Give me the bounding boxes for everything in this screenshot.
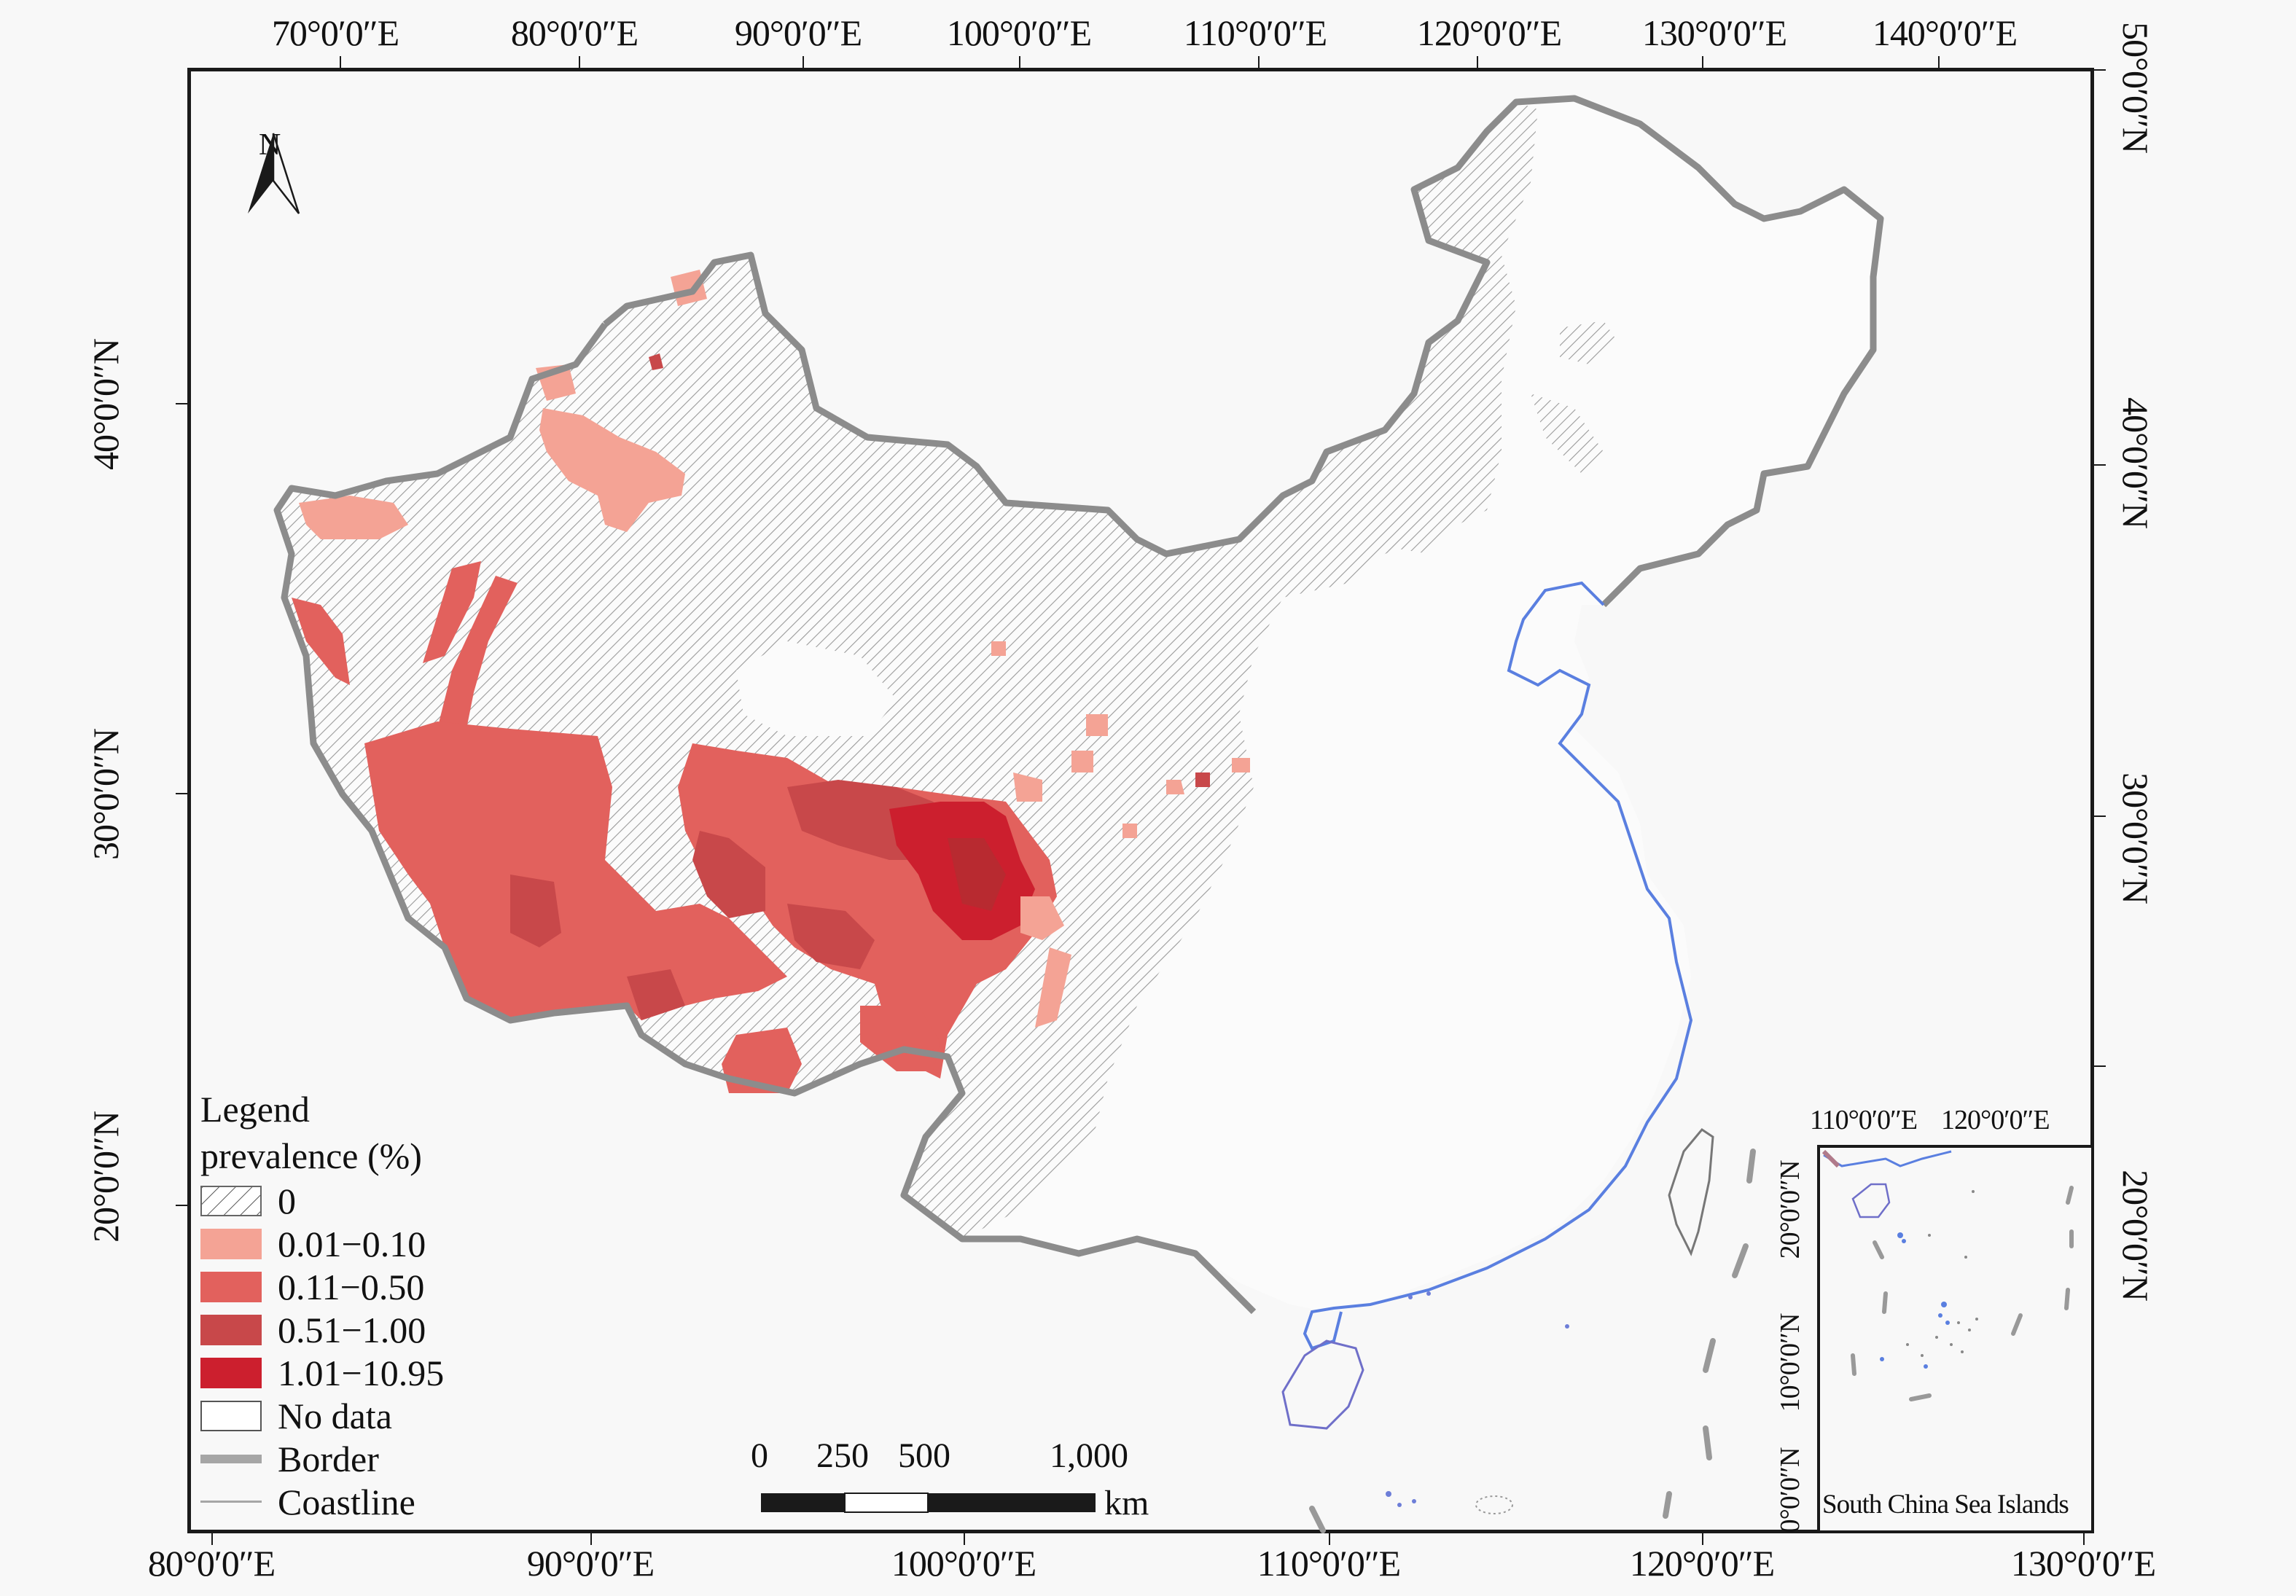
swatch-icon <box>200 1228 262 1259</box>
legend-subtitle: prevalence (%) <box>200 1135 422 1176</box>
tick-label: 100°0′0″E <box>946 12 1092 53</box>
tick-label: 90°0′0″E <box>734 12 862 53</box>
tick-label: 120°0′0″E <box>1629 1543 1775 1584</box>
legend-item-highest: 1.01−10.95 <box>200 1351 444 1394</box>
legend-title: Legend <box>200 1089 310 1130</box>
legend-item-no-data: No data <box>200 1394 444 1437</box>
legend-item-zero: 0 <box>200 1179 444 1222</box>
north-arrow-icon <box>248 133 300 214</box>
tick-label: 40°0′0″N <box>2115 397 2156 528</box>
hatch-swatch-icon <box>200 1185 262 1216</box>
tick-label: 40°0′0″N <box>85 339 126 470</box>
legend-item-low: 0.01−0.10 <box>200 1222 444 1265</box>
scale-unit: km <box>1104 1484 1149 1522</box>
tick-label: 70°0′0″E <box>271 12 399 53</box>
tick-label: 110°0′0″E <box>1183 12 1327 53</box>
tick-label: 130°0′0″E <box>2010 1543 2156 1584</box>
border-line-icon <box>200 1454 262 1463</box>
tick-label: 120°0′0″E <box>1416 12 1562 53</box>
legend-item-coastline: Coastline <box>200 1480 444 1523</box>
national-border <box>273 95 1884 1315</box>
tick-label: 20°0′0″N <box>2115 1170 2156 1301</box>
tick-label: 80°0′0″E <box>510 12 639 53</box>
taiwan-island <box>1668 1128 1714 1256</box>
tick-label: 140°0′0″E <box>1872 12 2018 53</box>
china-landmass <box>277 98 1881 1312</box>
coastline <box>1303 581 1693 1350</box>
tick-label: 20°0′0″N <box>85 1111 126 1243</box>
tick-label: 80°0′0″E <box>147 1543 276 1584</box>
sea-islands <box>1386 1291 1569 1507</box>
hainan-island <box>1281 1339 1364 1430</box>
legend: Legend prevalence (%) 0 0.01−0.10 0.11−0… <box>200 1086 444 1523</box>
tick-label: 30°0′0″N <box>2115 772 2156 904</box>
inset-frame <box>1817 1145 2094 1533</box>
tick-label: 130°0′0″E <box>1641 12 1787 53</box>
swatch-icon <box>200 1400 262 1431</box>
tick-label: 50°0′0″N <box>2115 22 2156 153</box>
swatch-icon <box>200 1314 262 1345</box>
legend-item-mid: 0.11−0.50 <box>200 1265 444 1308</box>
inset-title: South China Sea Islands <box>1822 1490 2069 1519</box>
tick-label: 100°0′0″E <box>891 1543 1036 1584</box>
inset-canvas <box>1821 1149 2074 1401</box>
prevalence-regions <box>292 270 1250 1093</box>
swatch-icon <box>200 1271 262 1302</box>
coastline-line-icon <box>200 1501 262 1503</box>
tick-label: 90°0′0″E <box>526 1543 655 1584</box>
scale-bar-graphic <box>761 1493 1096 1513</box>
maritime-dashes <box>1309 1149 1756 1533</box>
legend-item-border: Border <box>200 1437 444 1480</box>
tick-label: 110°0′0″E <box>1257 1543 1401 1584</box>
swatch-icon <box>200 1357 262 1388</box>
tick-label: 30°0′0″N <box>85 729 126 860</box>
legend-item-high: 0.51−1.00 <box>200 1308 444 1351</box>
